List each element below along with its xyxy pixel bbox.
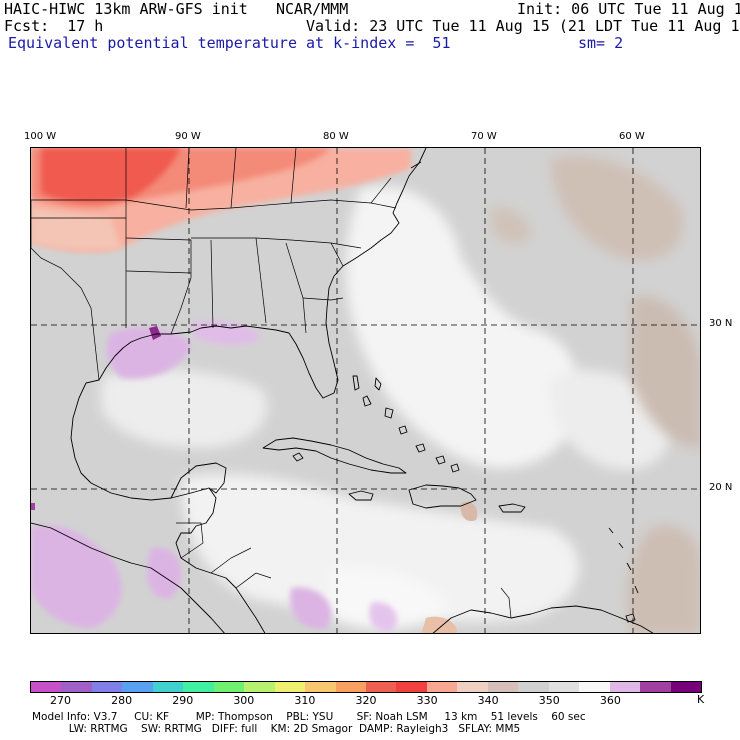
init-time: Init: 06 UTC Tue 11 Aug 15 — [517, 0, 740, 18]
colorbar-label: 270 — [50, 694, 72, 707]
model-info-line-1: Model Info: V3.7 CU: KF MP: Thompson PBL… — [32, 711, 586, 723]
purple-edge-spot — [31, 503, 35, 510]
lon-label-80w: 80 W — [323, 131, 349, 142]
lat-label-20n: 20 N — [709, 482, 733, 493]
model-title: HAIC-HIWC 13km ARW-GFS init — [4, 0, 248, 18]
colorbar-swatch — [426, 682, 458, 692]
colorbar-swatch — [213, 682, 245, 692]
colorbar-swatch — [152, 682, 184, 692]
colorbar-swatch — [609, 682, 641, 692]
lon-label-100w: 100 W — [24, 131, 57, 142]
colorbar-label: 290 — [172, 694, 194, 707]
colorbar-swatch — [548, 682, 580, 692]
colorbar-swatch — [457, 682, 488, 692]
colorbar-label: 320 — [355, 694, 377, 707]
colorbar-label: 350 — [538, 694, 560, 707]
colorbar-swatch — [396, 682, 427, 692]
political-borders — [31, 148, 512, 619]
colorbar-swatch — [31, 682, 62, 692]
colorbar-swatch — [183, 682, 214, 692]
colorbar-swatch — [670, 682, 701, 692]
colorbar-swatch — [365, 682, 397, 692]
level-label: at k-index = 51 — [306, 34, 451, 52]
colorbar-swatch — [305, 682, 336, 692]
forecast-hour: Fcst: 17 h — [4, 17, 104, 35]
colorbar-swatch — [579, 682, 610, 692]
hispaniola-warm-spot — [460, 501, 478, 522]
colorbar-unit: K — [697, 693, 705, 706]
colorbar-swatch — [487, 682, 519, 692]
map-panel — [30, 147, 701, 634]
colorbar-label: 280 — [111, 694, 133, 707]
colorbar-swatch — [518, 682, 549, 692]
colorbar-label: 310 — [294, 694, 316, 707]
colorbar-swatch — [61, 682, 92, 692]
smoothing-label: sm= 2 — [578, 34, 624, 52]
lon-label-60w: 60 W — [619, 131, 645, 142]
model-info-line-2: LW: RRTMG SW: RRTMG DIFF: full KM: 2D Sm… — [32, 723, 521, 735]
lon-label-90w: 90 W — [175, 131, 201, 142]
lat-lon-grid — [31, 148, 700, 633]
lat-label-30n: 30 N — [709, 318, 733, 329]
theta-e-map — [31, 148, 700, 633]
colorbar-swatch — [91, 682, 123, 692]
colorbar-swatch — [244, 682, 275, 692]
colorbar-swatch — [274, 682, 306, 692]
tan-field-patches — [491, 155, 700, 633]
lon-label-70w: 70 W — [471, 131, 497, 142]
valid-time: Valid: 23 UTC Tue 11 Aug 15 (21 LDT Tue … — [306, 17, 740, 35]
org-label: NCAR/MMM — [276, 0, 349, 18]
coastlines — [31, 148, 654, 633]
colorbar-swatch — [640, 682, 671, 692]
colorbar-label: 360 — [599, 694, 621, 707]
colorbar — [30, 681, 702, 693]
colorbar-label: 330 — [416, 694, 438, 707]
colorbar-swatch — [122, 682, 153, 692]
colorbar-swatch — [335, 682, 366, 692]
dark-purple-spot — [149, 326, 161, 340]
colorbar-label: 300 — [233, 694, 255, 707]
colorbar-label: 340 — [477, 694, 499, 707]
field-name: Equivalent potential temperature — [8, 34, 297, 52]
